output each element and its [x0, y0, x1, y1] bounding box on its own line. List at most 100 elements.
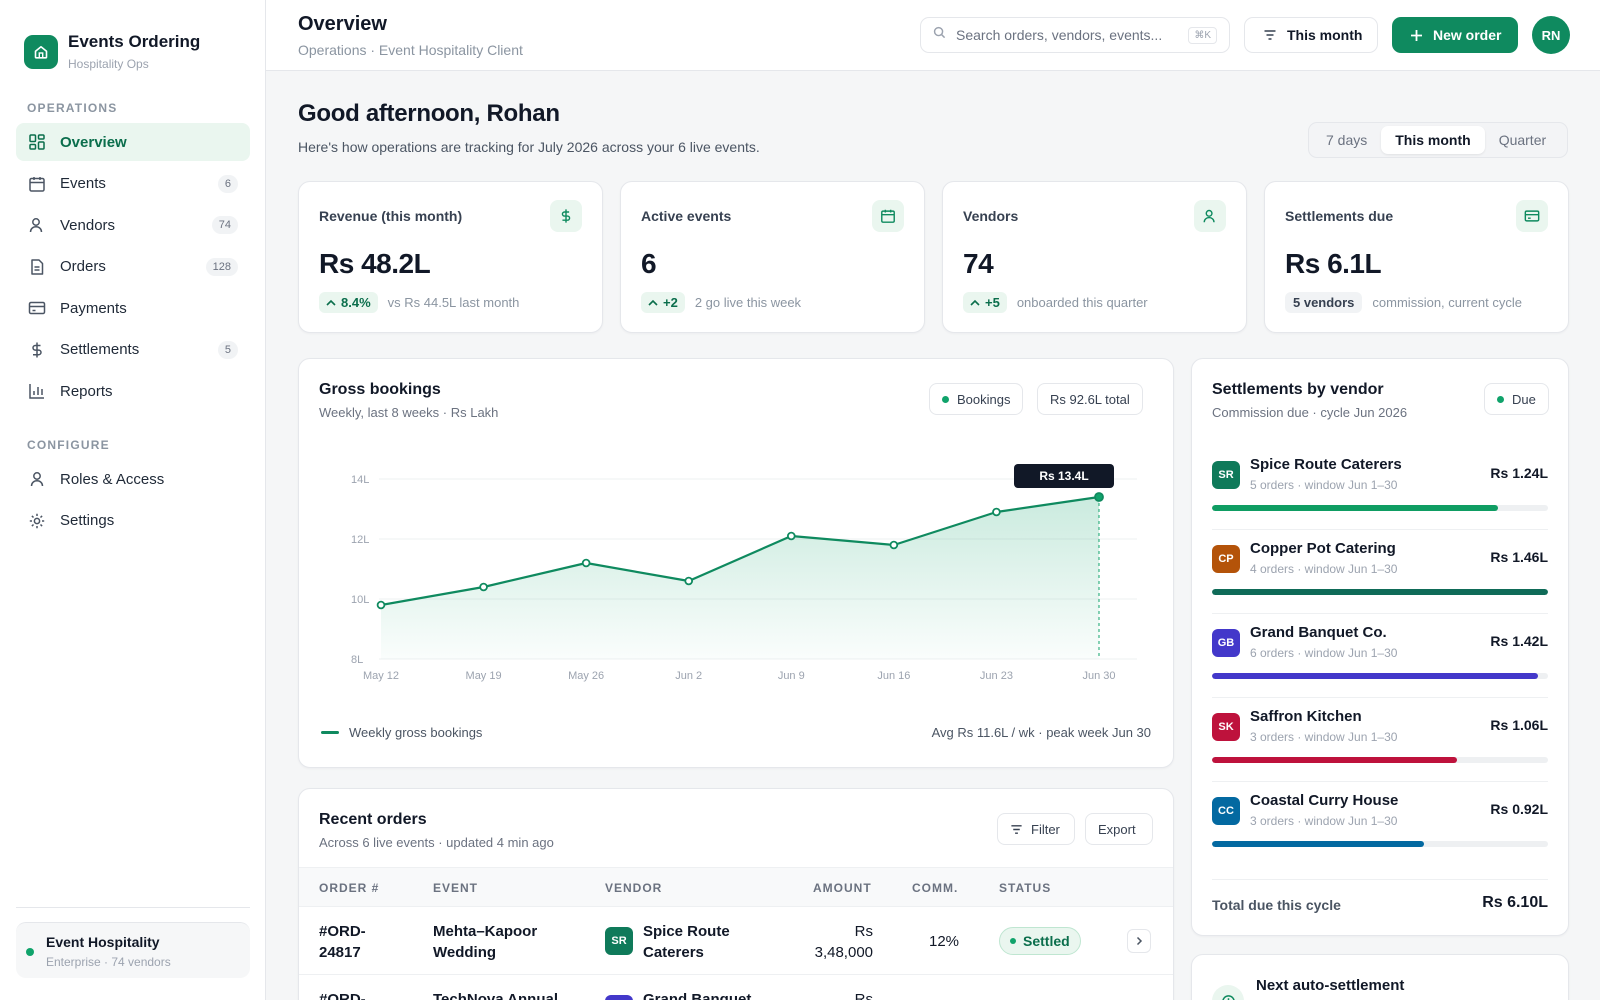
sidebar-item-settlements[interactable]: Settlements 5 [16, 331, 250, 369]
y-tick-label: 10L [351, 594, 369, 606]
vendor-badge: SR [605, 927, 633, 955]
export-button[interactable]: Export [1085, 813, 1153, 845]
y-tick-label: 14L [351, 474, 369, 486]
delta-value: +2 [663, 295, 678, 310]
sidebar: Events Ordering Hospitality Ops OPERATIO… [0, 0, 266, 1000]
chart-legend: Weekly gross bookings [321, 725, 482, 740]
document-icon [28, 258, 46, 276]
brand[interactable]: Events Ordering Hospitality Ops [24, 32, 200, 71]
calendar-icon [28, 175, 46, 193]
sidebar-item-label: Vendors [60, 216, 116, 234]
sidebar-item-label: Events [60, 175, 106, 192]
x-tick-label: Jun 9 [778, 670, 805, 682]
user-icon [28, 216, 46, 234]
period-button[interactable]: This month [1244, 17, 1378, 53]
filter-button[interactable]: Filter [997, 813, 1075, 845]
due-pill[interactable]: Due [1484, 383, 1549, 415]
vendor-name: Grand Banquet [643, 991, 752, 1000]
arrow-up-icon [648, 299, 658, 306]
sidebar-item-roles[interactable]: Roles & Access [16, 460, 250, 498]
count-badge: 5 [217, 340, 238, 359]
home-icon [24, 34, 58, 69]
workspace-switcher[interactable]: Event Hospitality Enterprise · 74 vendor… [16, 922, 250, 978]
y-tick-label: 12L [351, 534, 369, 546]
greeting-title: Good afternoon, Rohan [298, 100, 560, 127]
divider [1212, 613, 1548, 614]
share-bar [1212, 841, 1548, 847]
share-bar-fill [1212, 841, 1424, 847]
area-fill [381, 497, 1099, 659]
workspace-name: Event Hospitality [46, 934, 160, 950]
range-quarter[interactable]: Quarter [1498, 132, 1547, 148]
share-bar [1212, 505, 1548, 511]
bookings-legend-pill[interactable]: Bookings [929, 383, 1024, 415]
share-bar-fill [1212, 673, 1538, 679]
divider [1212, 879, 1548, 880]
card-subtitle: Weekly, last 8 weeks · Rs Lakh [319, 405, 499, 420]
vendor-row[interactable]: CP Copper Pot Catering 4 orders · window J… [1212, 531, 1548, 617]
kpi-note: commission, current cycle [1372, 295, 1522, 310]
kpi-value: 6 [641, 248, 657, 279]
row-open-button[interactable] [1127, 929, 1151, 953]
filter-icon [1011, 824, 1022, 834]
plus-icon [1411, 29, 1422, 41]
range-this-month[interactable]: This month [1381, 126, 1485, 154]
data-point[interactable] [376, 600, 386, 610]
total-pill[interactable]: Rs 92.6L total [1037, 383, 1143, 415]
range-7-days[interactable]: 7 days [1326, 132, 1368, 148]
kpi-note: onboarded this quarter [1016, 295, 1148, 310]
avatar[interactable]: RN [1532, 16, 1570, 54]
data-point[interactable] [889, 540, 899, 550]
sidebar-item-payments[interactable]: Payments [16, 289, 250, 327]
new-order-label: New order [1433, 27, 1502, 43]
new-order-button[interactable]: New order [1392, 17, 1518, 53]
calendar-icon [872, 200, 904, 232]
dollar-icon [28, 341, 46, 359]
data-point[interactable] [581, 558, 591, 568]
kpi-value: 74 [963, 248, 994, 279]
sidebar-item-events[interactable]: Events 6 [16, 165, 250, 203]
filter-label: Filter [1031, 821, 1060, 837]
event-name: Mehta–Kapoor [433, 923, 538, 940]
search-input[interactable]: Search orders, vendors, events... ⌘K [920, 17, 1230, 53]
x-tick-label: May 19 [466, 670, 502, 682]
vendor-row[interactable]: GB Grand Banquet Co. 6 orders · window Jun… [1212, 615, 1548, 701]
sidebar-item-vendors[interactable]: Vendors 74 [16, 206, 250, 244]
vendor-name: Copper Pot Catering [1250, 540, 1396, 557]
period-button-label: This month [1287, 27, 1363, 43]
top-header: Overview Operations · Event Hospitality … [266, 0, 1600, 71]
vendor-count-badge: 5 vendors [1285, 292, 1363, 313]
vendor-name: Saffron Kitchen [1250, 708, 1362, 725]
count-badge: 74 [211, 216, 238, 234]
vendor-row[interactable]: SK Saffron Kitchen 3 orders · window Jun 1… [1212, 699, 1548, 785]
divider [1212, 697, 1548, 698]
sidebar-item-label: Reports [60, 382, 113, 400]
vendor-row[interactable]: CC Coastal Curry House 3 orders · window J… [1212, 783, 1548, 869]
share-bar-fill [1212, 505, 1498, 511]
sidebar-item-orders[interactable]: Orders 128 [16, 248, 250, 286]
data-point[interactable] [1094, 492, 1104, 502]
export-label: Export [1098, 821, 1136, 837]
vendor-window: 5 orders · window Jun 1–30 [1250, 478, 1398, 492]
table-row[interactable]: #ORD- 24817 Mehta–Kapoor Wedding SR Spice … [299, 907, 1173, 975]
table-row[interactable]: #ORD- TechNova Annual GB Grand Banquet R… [299, 975, 1173, 1000]
data-point[interactable] [684, 576, 694, 586]
data-point[interactable] [992, 507, 1001, 517]
data-point[interactable] [479, 582, 488, 592]
vendor-row[interactable]: SR Spice Route Caterers 5 orders · window … [1212, 447, 1548, 533]
sidebar-item-settings[interactable]: Settings [16, 502, 250, 540]
data-point[interactable] [786, 531, 796, 541]
chart-tooltip: Rs 13.4L [1014, 464, 1114, 488]
status-dot [1010, 938, 1016, 944]
order-number: #ORD- [319, 923, 366, 940]
vendor-badge: CC [1212, 797, 1240, 825]
sidebar-item-reports[interactable]: Reports [16, 372, 250, 410]
vendor-window: 3 orders · window Jun 1–30 [1250, 730, 1398, 744]
sidebar-item-overview[interactable]: Overview [16, 123, 250, 161]
sidebar-item-label: Overview [60, 133, 127, 151]
table-header: ORDER # EVENT VENDOR AMOUNT COMM. STATUS [299, 867, 1173, 907]
settlements-card: Settlements by vendor Commission due · c… [1191, 358, 1569, 936]
delta-value: 8.4% [341, 295, 371, 310]
vendor-window: 6 orders · window Jun 1–30 [1250, 646, 1398, 660]
